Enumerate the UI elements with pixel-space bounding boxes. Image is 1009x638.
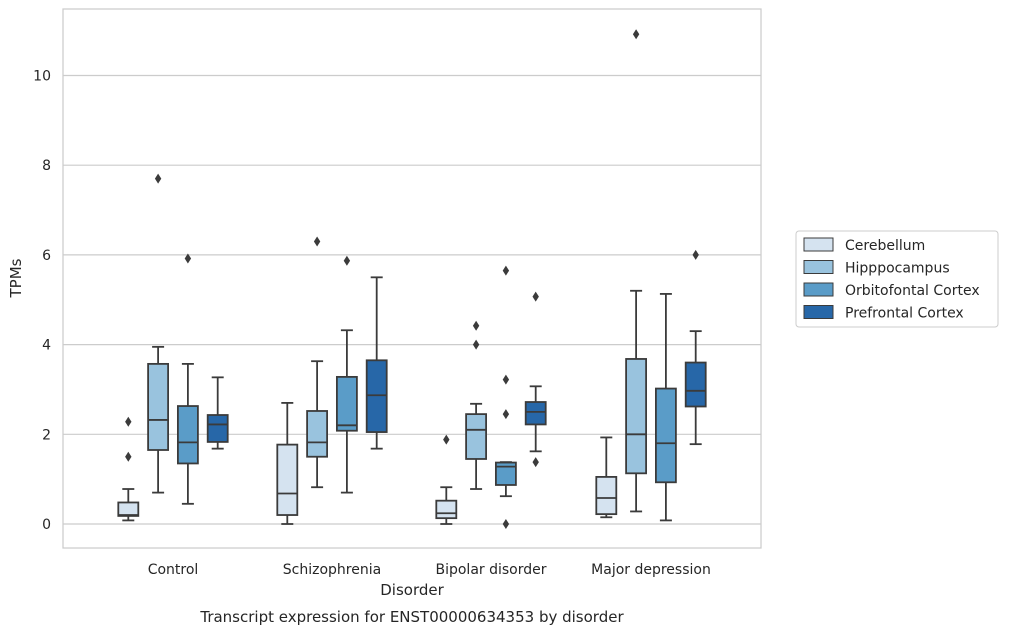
outlier-point xyxy=(472,339,480,350)
y-tick-label: 0 xyxy=(42,517,51,533)
box xyxy=(147,362,170,451)
legend-label: Prefrontal Cortex xyxy=(845,306,964,322)
y-tick-label: 2 xyxy=(42,427,51,443)
legend-label: Hipppocampus xyxy=(845,261,950,277)
outlier-point xyxy=(154,173,162,184)
box xyxy=(595,476,618,516)
legend-swatch xyxy=(803,305,834,319)
box-group xyxy=(494,265,517,529)
box xyxy=(625,358,647,475)
legend-label: Cerebellum xyxy=(845,238,925,254)
outlier-point xyxy=(443,434,450,445)
box-group xyxy=(625,29,647,513)
x-tick-label: Schizophrenia xyxy=(283,562,381,578)
outlier-point xyxy=(125,451,132,462)
legend-frame xyxy=(795,230,999,328)
y-tick-label: 6 xyxy=(42,248,51,264)
box xyxy=(117,501,140,517)
x-tick-label: Bipolar disorder xyxy=(435,562,546,578)
box xyxy=(684,361,707,408)
box xyxy=(655,387,677,484)
outlier-point xyxy=(532,457,539,468)
legend: Cerebellum Hipppocampus Orbitofontal Corte… xyxy=(795,230,999,328)
y-axis-label: TPMs xyxy=(7,258,25,298)
outlier-point xyxy=(125,416,132,427)
chart-caption: Transcript expression for ENST0000063435… xyxy=(199,608,624,626)
legend-items: Cerebellum Hipppocampus Orbitofontal Corte… xyxy=(803,237,980,322)
box-group xyxy=(595,436,618,519)
x-tick-label: Control xyxy=(148,562,199,578)
x-axis-label: Disorder xyxy=(380,581,444,599)
box xyxy=(306,410,329,458)
box xyxy=(435,499,458,520)
y-tick-label: 8 xyxy=(42,158,51,174)
outlier-point xyxy=(184,253,192,264)
x-tick-label: Major depression xyxy=(591,562,711,578)
box-group xyxy=(306,236,329,489)
outlier-point xyxy=(692,249,699,260)
box xyxy=(524,401,547,426)
outlier-point xyxy=(532,291,539,302)
outlier-point xyxy=(313,236,321,247)
legend-label: Orbitofontal Cortex xyxy=(845,283,980,299)
outlier-point xyxy=(343,255,351,266)
legend-swatch xyxy=(803,282,834,297)
box-group xyxy=(435,434,458,525)
box xyxy=(276,443,299,516)
box xyxy=(494,461,517,486)
outlier-point xyxy=(472,320,480,331)
box xyxy=(176,405,199,465)
y-axis-ticks: 0 2 4 6 8 10 xyxy=(33,69,51,534)
legend-swatch xyxy=(803,237,834,252)
box xyxy=(206,414,229,443)
box-group xyxy=(147,173,170,494)
legend-swatch xyxy=(803,260,834,274)
plot-frame xyxy=(62,8,762,549)
box-group xyxy=(465,320,488,490)
box-group xyxy=(524,291,547,468)
box xyxy=(335,375,358,432)
boxes xyxy=(117,29,707,529)
outlier-point xyxy=(502,519,510,529)
outlier-point xyxy=(632,29,640,40)
box-group xyxy=(176,253,199,505)
box-group xyxy=(117,416,140,522)
box-group xyxy=(684,249,707,446)
outlier-point xyxy=(502,374,510,385)
box-group xyxy=(335,255,358,494)
y-tick-label: 10 xyxy=(33,69,51,85)
y-tick-label: 4 xyxy=(42,338,51,354)
outlier-point xyxy=(502,409,510,420)
box-group xyxy=(655,293,677,522)
box xyxy=(465,413,488,460)
outlier-point xyxy=(502,265,510,276)
box-group xyxy=(206,376,229,450)
box-group xyxy=(276,402,299,525)
x-axis-ticks: Control Schizophrenia Bipolar disorder Majo… xyxy=(148,562,711,578)
box-group xyxy=(365,276,388,450)
